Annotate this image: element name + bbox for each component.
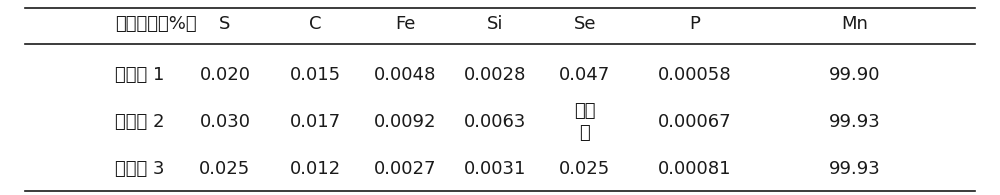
Text: 0.047: 0.047 [559,66,611,84]
Text: 0.0028: 0.0028 [464,66,526,84]
Text: 0.015: 0.015 [289,66,341,84]
Text: 0.020: 0.020 [200,66,250,84]
Text: Mn: Mn [842,15,868,33]
Text: Si: Si [487,15,503,33]
Text: 0.025: 0.025 [199,160,251,178]
Text: S: S [219,15,231,33]
Text: 99.90: 99.90 [829,66,881,84]
Text: 0.012: 0.012 [289,160,341,178]
Text: 0.0092: 0.0092 [374,113,436,131]
Text: 0.0048: 0.0048 [374,66,436,84]
Text: 99.93: 99.93 [829,160,881,178]
Text: 0.017: 0.017 [289,113,341,131]
Text: C: C [309,15,321,33]
Text: 99.93: 99.93 [829,113,881,131]
Text: 0.0027: 0.0027 [374,160,436,178]
Text: Fe: Fe [395,15,415,33]
Text: P: P [690,15,700,33]
Text: 实施例 1: 实施例 1 [115,66,165,84]
Text: 0.025: 0.025 [559,160,611,178]
Text: 0.030: 0.030 [200,113,250,131]
Text: 0.00067: 0.00067 [658,113,732,131]
Text: 未检
出: 未检 出 [574,102,596,142]
Text: 实施例 3: 实施例 3 [115,160,165,178]
Text: 0.00058: 0.00058 [658,66,732,84]
Text: 元素含量（%）: 元素含量（%） [115,15,197,33]
Text: 0.0063: 0.0063 [464,113,526,131]
Text: Se: Se [574,15,596,33]
Text: 实施例 2: 实施例 2 [115,113,165,131]
Text: 0.00081: 0.00081 [658,160,732,178]
Text: 0.0031: 0.0031 [464,160,526,178]
